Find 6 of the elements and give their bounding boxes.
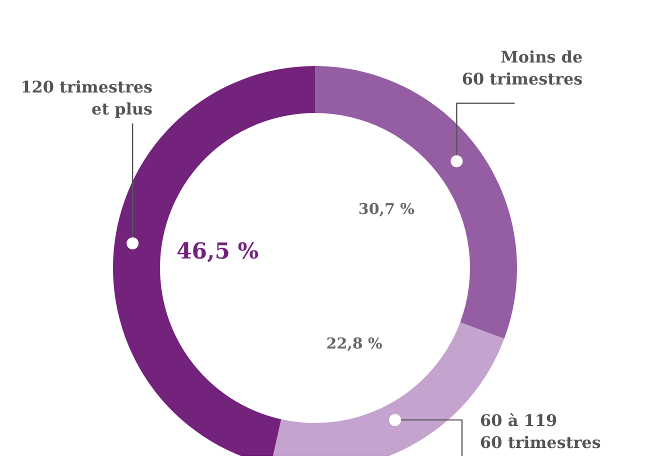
slice-label: 60 à 119 60 trimestres	[480, 410, 601, 452]
data-label: 22,8 %	[326, 334, 382, 353]
data-label: 46,5 %	[176, 238, 259, 265]
slice-label: 120 trimestres et plus	[20, 77, 153, 118]
slice-label: Moins de 60 trimestres	[462, 47, 583, 88]
data-label: 30,7 %	[358, 200, 414, 218]
